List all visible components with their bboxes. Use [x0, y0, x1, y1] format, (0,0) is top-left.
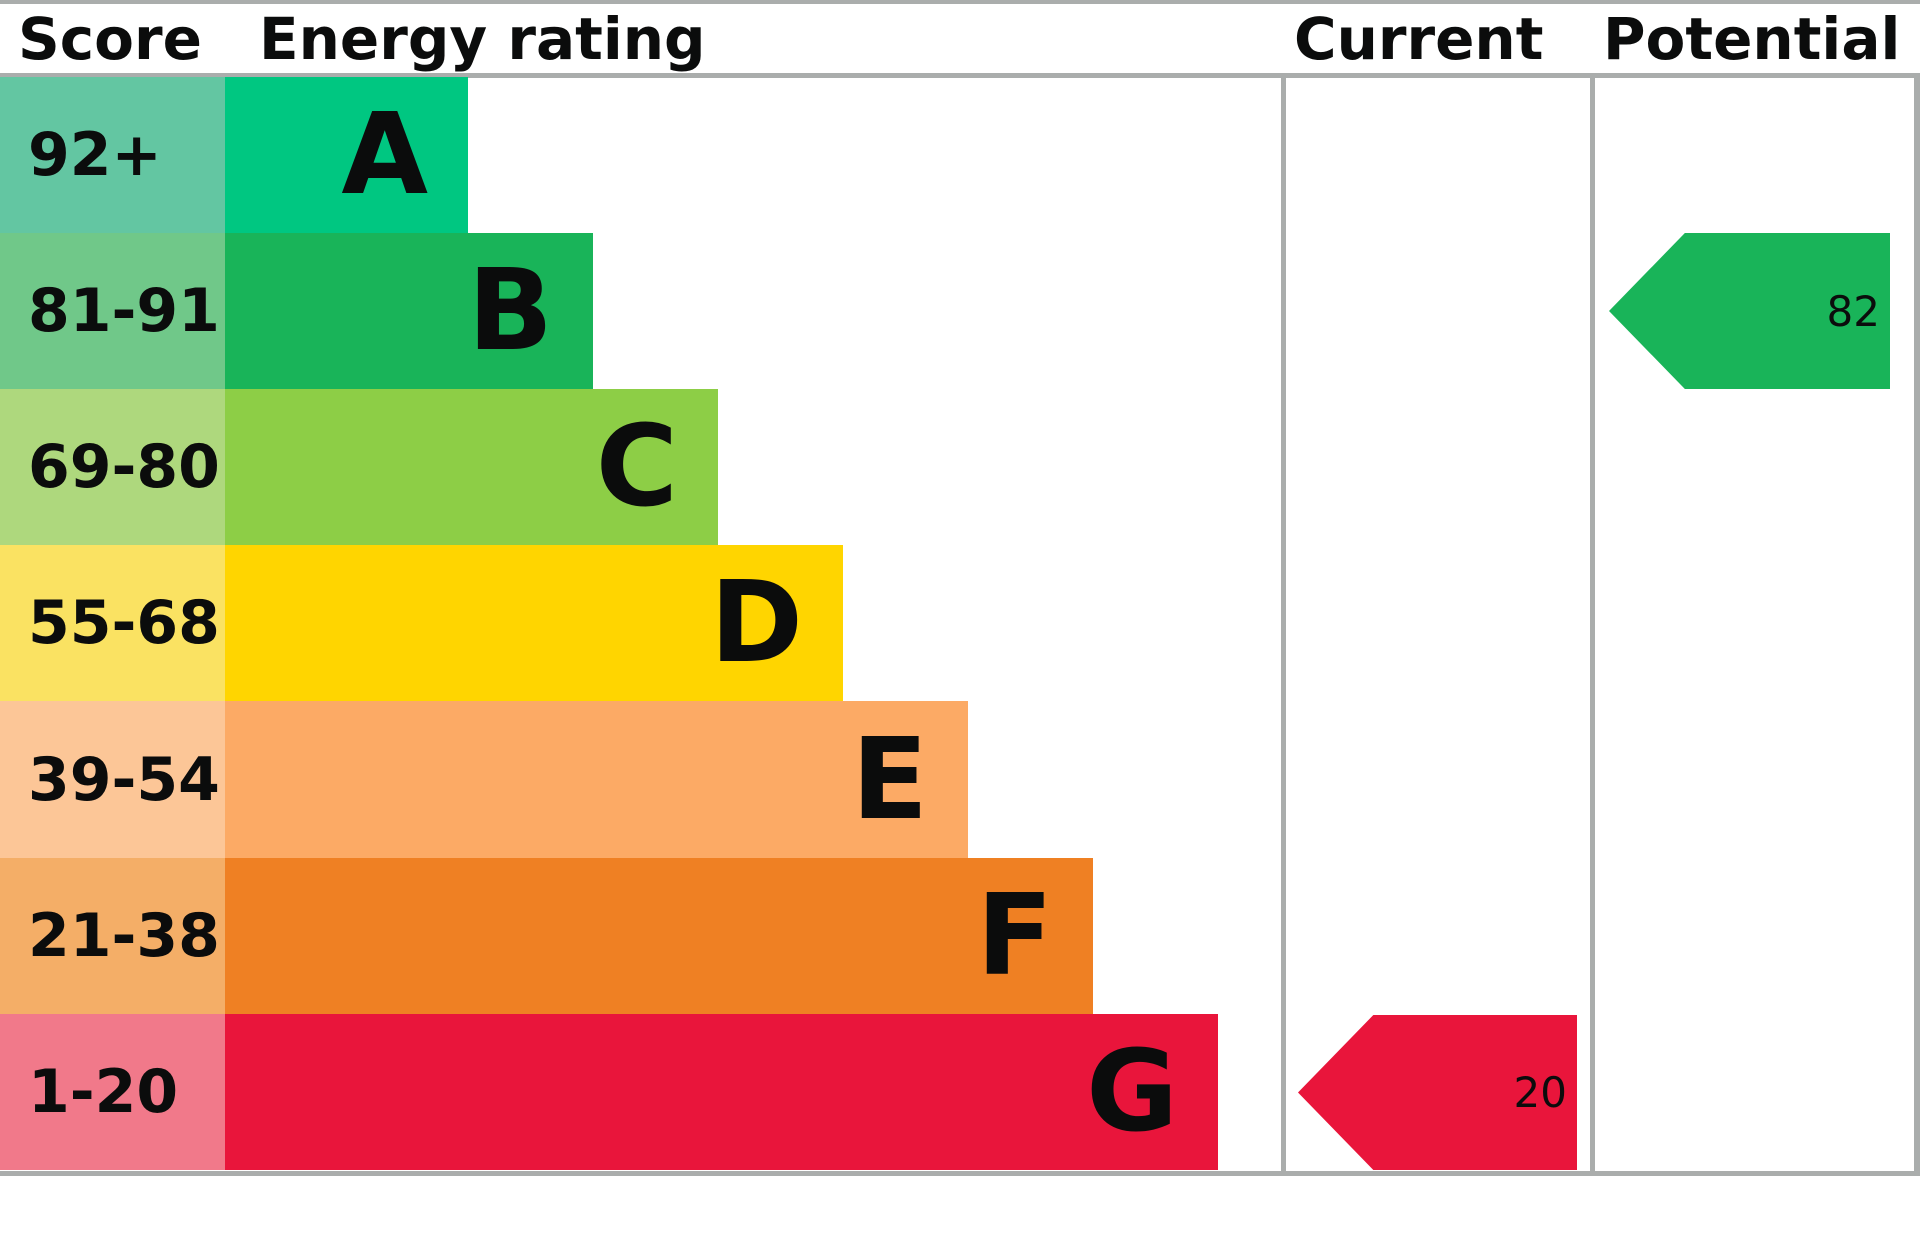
border-current-divider — [1281, 0, 1286, 1176]
border-header-bottom — [0, 73, 1920, 78]
potential-rating-value: 82 — [1826, 286, 1880, 336]
score-range-cell: 55-68 — [0, 545, 225, 701]
score-range-label: 55-68 — [28, 588, 220, 658]
band-row: 39-54 E — [0, 701, 1920, 858]
score-range-cell: 21-38 — [0, 858, 225, 1014]
score-range-label: 81-91 — [28, 276, 220, 346]
header-current-label: Current — [1294, 4, 1544, 73]
header-energy-rating-label: Energy rating — [259, 4, 706, 73]
band-letter: A — [341, 90, 428, 220]
score-range-cell: 39-54 — [0, 701, 225, 858]
band-row: 55-68 D — [0, 545, 1920, 701]
band-row: 92+ A — [0, 77, 1920, 233]
rating-bar: F — [225, 858, 1093, 1014]
band-letter: B — [467, 246, 553, 376]
header-energy-rating: Energy rating — [227, 4, 1313, 73]
header-score: Score — [0, 4, 240, 73]
score-range-label: 69-80 — [28, 432, 220, 502]
header-potential: Potential — [1595, 4, 1920, 73]
band-letter: C — [595, 402, 678, 532]
rating-bar: C — [225, 389, 718, 545]
band-row: 69-80 C — [0, 389, 1920, 545]
band-letter: E — [851, 714, 928, 845]
border-bottom — [0, 1171, 1920, 1176]
rating-bar: A — [225, 77, 468, 233]
score-range-label: 21-38 — [28, 901, 220, 971]
rating-bar: G — [225, 1014, 1218, 1170]
rating-bar: E — [225, 701, 968, 858]
border-potential-divider — [1590, 0, 1595, 1176]
score-range-label: 92+ — [28, 120, 162, 190]
score-range-label: 1-20 — [28, 1057, 179, 1127]
rating-bar: D — [225, 545, 843, 701]
band-row: 1-20 G — [0, 1014, 1920, 1170]
band-letter: F — [976, 871, 1053, 1001]
score-range-cell: 92+ — [0, 77, 225, 233]
score-range-cell: 69-80 — [0, 389, 225, 545]
score-range-cell: 81-91 — [0, 233, 225, 389]
band-row: 21-38 F — [0, 858, 1920, 1014]
score-range-cell: 1-20 — [0, 1014, 225, 1170]
band-letter: D — [710, 558, 803, 688]
band-letter: G — [1086, 1027, 1178, 1157]
current-rating-value: 20 — [1513, 1068, 1567, 1117]
header-current: Current — [1286, 4, 1598, 73]
header-score-label: Score — [18, 4, 202, 73]
border-right — [1914, 0, 1920, 1176]
score-range-label: 39-54 — [28, 744, 220, 815]
header-potential-label: Potential — [1603, 4, 1901, 73]
band-row: 81-91 B — [0, 233, 1920, 389]
border-top — [0, 0, 1920, 4]
rating-bar: B — [225, 233, 593, 389]
